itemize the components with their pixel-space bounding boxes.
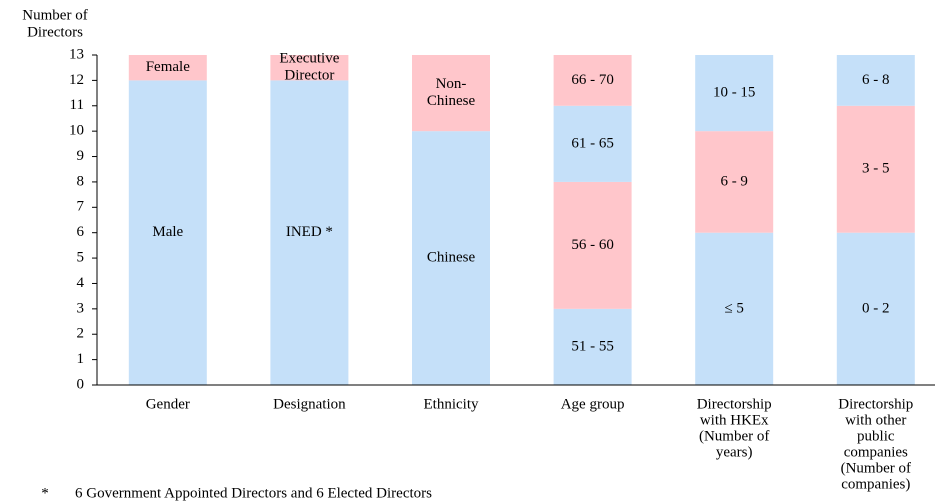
bar-segment [412, 55, 490, 132]
bar-segment [695, 232, 774, 385]
segment-label: 6 - 9 [720, 173, 748, 189]
y-tick-label: 3 [77, 300, 85, 316]
bar-segment [412, 131, 490, 385]
x-tick-label: (Number of [699, 428, 769, 444]
x-tick-label: Ethnicity [424, 396, 479, 412]
segment-label: ≤ 5 [724, 300, 743, 316]
x-tick-label: years) [716, 444, 753, 460]
segment-label: Director [284, 68, 334, 84]
segment-label: Chinese [427, 93, 476, 109]
bar-segment [553, 55, 632, 106]
segment-label: 10 - 15 [713, 85, 756, 101]
segment-label: 56 - 60 [571, 237, 614, 253]
bar-segment [270, 80, 349, 385]
x-tick-label: companies [844, 444, 908, 460]
x-tick-label: (Number of [841, 460, 911, 476]
y-tick-label: 9 [77, 148, 85, 164]
bar-segment [695, 55, 774, 132]
segment-label: 6 - 8 [862, 72, 890, 88]
x-tick-label: companies) [841, 476, 910, 492]
bar-segment [553, 181, 632, 309]
y-tick-label: 5 [77, 250, 85, 266]
y-tick-label: 10 [69, 123, 84, 139]
segment-label: 51 - 55 [571, 338, 614, 354]
footnote: 6 Government Appointed Directors and 6 E… [75, 485, 432, 501]
y-tick-label: 8 [77, 173, 85, 189]
y-tick-label: 12 [69, 72, 84, 88]
segment-label: 3 - 5 [862, 161, 890, 177]
y-tick-label: 1 [77, 351, 85, 367]
x-tick-label: Directorship [697, 396, 772, 412]
y-axis-title: Directors [27, 24, 83, 40]
segment-label: Male [152, 224, 183, 240]
y-tick-label: 7 [77, 199, 85, 215]
bar-segment [836, 105, 915, 233]
segment-label: 66 - 70 [571, 72, 614, 88]
bar-segment [553, 105, 632, 182]
x-tick-label: with other [845, 412, 906, 428]
segment-label: Chinese [427, 250, 476, 266]
x-tick-label: public [857, 428, 895, 444]
segment-label: 0 - 2 [862, 300, 890, 316]
footnote-marker: * [41, 485, 49, 501]
y-tick-label: 0 [77, 376, 85, 392]
bar-segment [270, 55, 349, 81]
bar-segment [128, 55, 207, 81]
bar-segment [553, 308, 632, 385]
x-tick-label: Designation [273, 396, 346, 412]
segment-label: 61 - 65 [571, 135, 614, 151]
y-tick-label: 13 [69, 46, 84, 62]
bar-segment [695, 131, 774, 233]
x-tick-label: Age group [561, 396, 625, 412]
y-tick-label: 11 [70, 97, 84, 113]
x-tick-label: Gender [146, 396, 190, 412]
segment-label: Executive [279, 51, 339, 67]
y-tick-label: 2 [77, 326, 85, 342]
bar-segment [836, 55, 915, 106]
segment-label: Female [146, 59, 190, 75]
y-axis-title: Number of [22, 7, 87, 23]
segment-label: Non- [436, 76, 467, 92]
segment-label: INED * [286, 224, 333, 240]
x-tick-label: with HKEx [700, 412, 769, 428]
y-tick-label: 4 [77, 275, 85, 291]
bar-segment [836, 232, 915, 385]
bar-segment [128, 80, 207, 385]
x-tick-label: Directorship [838, 396, 913, 412]
y-tick-label: 6 [77, 224, 85, 240]
